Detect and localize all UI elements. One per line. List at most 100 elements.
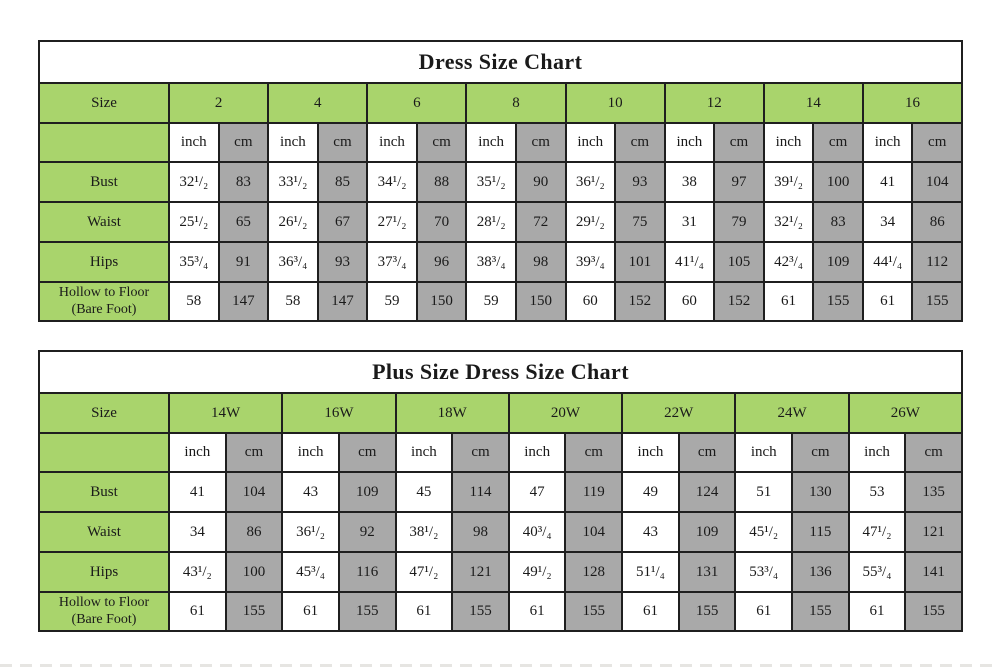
value-cell-cm: 155 (451, 591, 510, 632)
value-cell-inch: 47¹/₂ (847, 511, 907, 553)
unit-inch-cell: inch (465, 122, 517, 163)
value-cell-inch: 26¹/₂ (267, 201, 319, 243)
value-cell-inch: 61 (861, 281, 914, 322)
unit-cm-cell: cm (415, 122, 468, 163)
value-cell-cm: 83 (217, 161, 270, 203)
value-cell-inch: 36¹/₂ (281, 511, 340, 553)
row-label: Bust (38, 161, 170, 203)
value-cell-cm: 130 (791, 471, 850, 513)
unit-inch-cell: inch (762, 122, 815, 163)
unit-cm-cell: cm (904, 432, 963, 473)
value-cell-inch: 61 (394, 591, 454, 632)
value-cell-cm: 91 (217, 241, 270, 283)
value-cell-cm: 70 (415, 201, 468, 243)
size-column-header: Size (38, 392, 170, 434)
value-cell-inch: 38³/₄ (465, 241, 517, 283)
value-cell-inch: 40³/₄ (507, 511, 567, 553)
unit-cm-cell: cm (812, 122, 864, 163)
size-header-cell: 6 (366, 82, 468, 124)
value-cell-cm: 155 (224, 591, 284, 632)
size-header-cell: 24W (734, 392, 850, 434)
size-header-cell: 4 (267, 82, 369, 124)
value-cell-cm: 147 (217, 281, 270, 322)
value-cell-cm: 121 (451, 551, 510, 593)
value-cell-cm: 100 (812, 161, 864, 203)
value-cell-cm: 152 (614, 281, 666, 322)
unit-inch-cell: inch (507, 432, 567, 473)
unit-cm-cell: cm (451, 432, 510, 473)
size-header-cell: 16 (861, 82, 964, 124)
value-cell-cm: 96 (415, 241, 468, 283)
value-cell-inch: 61 (847, 591, 907, 632)
value-cell-cm: 131 (677, 551, 737, 593)
unit-cm-cell: cm (791, 432, 850, 473)
size-header-cell: 22W (621, 392, 737, 434)
size-header-cell: 10 (564, 82, 666, 124)
value-cell-inch: 51¹/₄ (621, 551, 680, 593)
value-cell-inch: 35¹/₂ (465, 161, 517, 203)
value-cell-inch: 53 (847, 471, 907, 513)
table-title: Dress Size Chart (38, 40, 963, 84)
value-cell-inch: 42³/₄ (762, 241, 815, 283)
row-label: Waist (38, 201, 170, 243)
row-label: Hollow to Floor (Bare Foot) (38, 591, 170, 632)
size-header-cell: 20W (507, 392, 624, 434)
value-cell-cm: 92 (337, 511, 397, 553)
value-cell-cm: 121 (904, 511, 963, 553)
value-cell-inch: 49 (621, 471, 680, 513)
value-cell-cm: 155 (911, 281, 963, 322)
row-label: Hips (38, 551, 170, 593)
unit-inch-cell: inch (366, 122, 418, 163)
value-cell-cm: 79 (713, 201, 765, 243)
value-cell-cm: 119 (564, 471, 624, 513)
value-cell-cm: 150 (514, 281, 567, 322)
value-cell-inch: 32¹/₂ (168, 161, 220, 203)
value-cell-cm: 83 (812, 201, 864, 243)
value-cell-cm: 124 (677, 471, 737, 513)
value-cell-inch: 34 (168, 511, 227, 553)
value-cell-inch: 44¹/₄ (861, 241, 914, 283)
value-cell-inch: 60 (663, 281, 716, 322)
unit-inch-cell: inch (663, 122, 716, 163)
value-cell-inch: 31 (663, 201, 716, 243)
value-cell-cm: 105 (713, 241, 765, 283)
unit-inch-cell: inch (621, 432, 680, 473)
unit-cm-cell: cm (217, 122, 270, 163)
value-cell-cm: 155 (904, 591, 963, 632)
value-cell-inch: 51 (734, 471, 794, 513)
value-cell-cm: 72 (514, 201, 567, 243)
value-cell-cm: 93 (614, 161, 666, 203)
value-cell-cm: 141 (904, 551, 963, 593)
unit-inch-cell: inch (281, 432, 340, 473)
value-cell-cm: 155 (812, 281, 864, 322)
value-cell-inch: 58 (267, 281, 319, 322)
unit-cm-cell: cm (614, 122, 666, 163)
value-cell-inch: 34¹/₂ (366, 161, 418, 203)
value-cell-inch: 39¹/₂ (762, 161, 815, 203)
value-cell-inch: 41 (168, 471, 227, 513)
value-cell-cm: 97 (713, 161, 765, 203)
unit-cm-cell: cm (911, 122, 963, 163)
value-cell-inch: 33¹/₂ (267, 161, 319, 203)
corner-cell (38, 432, 170, 473)
value-cell-cm: 93 (316, 241, 369, 283)
unit-inch-cell: inch (564, 122, 617, 163)
unit-cm-cell: cm (564, 432, 624, 473)
unit-cm-cell: cm (514, 122, 567, 163)
size-header-cell: 14W (167, 392, 284, 434)
value-cell-cm: 152 (713, 281, 765, 322)
value-cell-cm: 109 (677, 511, 737, 553)
value-cell-inch: 29¹/₂ (564, 201, 617, 243)
value-cell-cm: 128 (564, 551, 624, 593)
value-cell-cm: 86 (911, 201, 963, 243)
row-label: Bust (38, 471, 170, 513)
value-cell-cm: 147 (316, 281, 369, 322)
size-header-cell: 26W (847, 392, 964, 434)
value-cell-inch: 61 (281, 591, 340, 632)
value-cell-inch: 37³/₄ (366, 241, 418, 283)
unit-cm-cell: cm (224, 432, 284, 473)
value-cell-cm: 98 (514, 241, 567, 283)
value-cell-inch: 43 (621, 511, 680, 553)
unit-cm-cell: cm (337, 432, 397, 473)
